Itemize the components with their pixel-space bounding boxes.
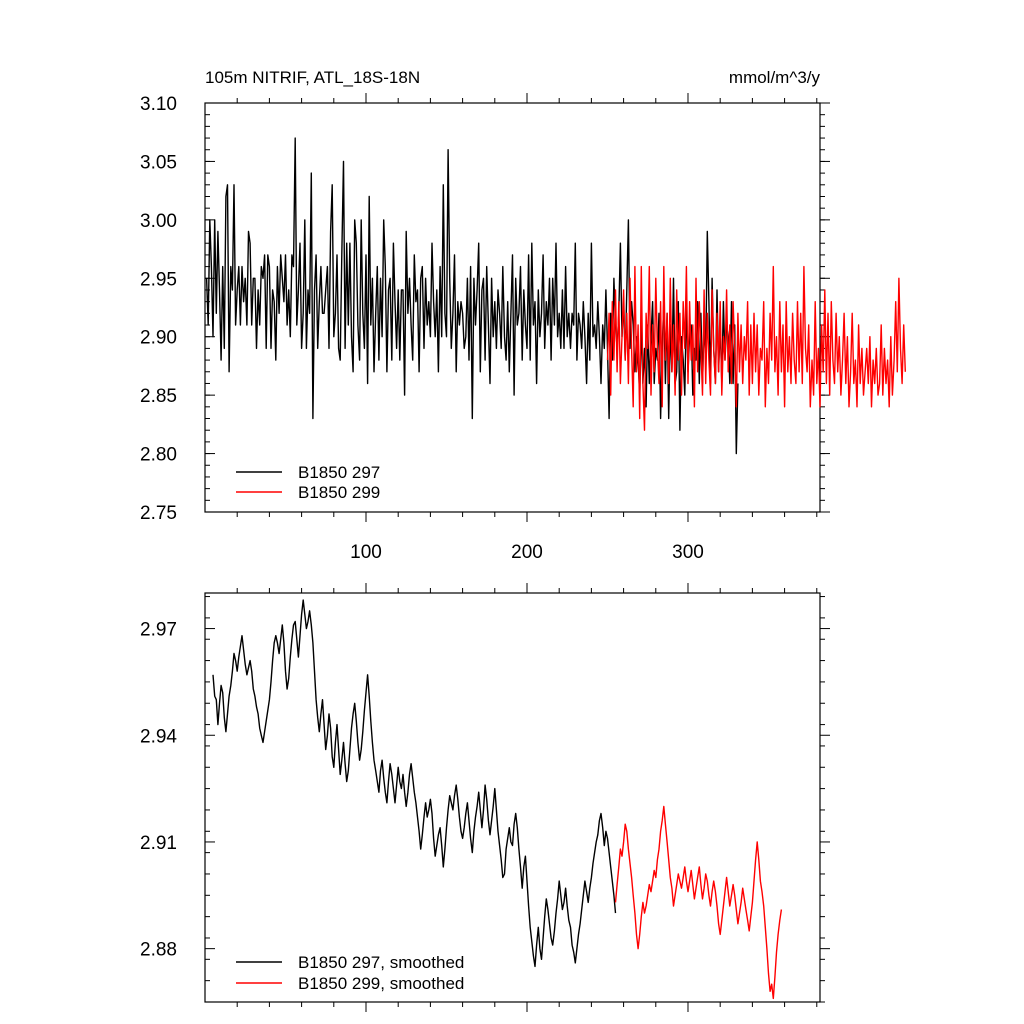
series-line-b1850-299 [606,265,906,431]
y-tick-label: 3.00 [140,211,177,232]
legend-label-b1850-299-smoothed: B1850 299, smoothed [298,974,464,993]
y-tick-label: 2.91 [140,833,177,854]
x-tick-label: 200 [511,542,543,563]
bottom-chart-panel: 2.88 2.91 2.94 2.97 B1850 297, smoothed B18… [140,583,830,1012]
y-tick-label: 3.10 [140,94,177,115]
x-tick-label: 100 [350,542,382,563]
legend-label-b1850-299: B1850 299 [298,483,380,502]
bottom-series-lines [212,599,783,1000]
y-tick-label: 2.85 [140,386,177,407]
y-tick-label: 2.95 [140,269,177,290]
bottom-plot-frame [204,592,821,1003]
y-tick-label: 2.75 [140,503,177,524]
legend-label-b1850-297-smoothed: B1850 297, smoothed [298,953,464,972]
series-line-b1850-297 [205,137,739,455]
x-tick-label: 300 [672,542,704,563]
top-chart-panel: 100 200 300 2.75 2.80 2.85 2.90 2.95 3.00 3.05 3.1… [140,68,906,563]
y-tick-label: 2.80 [140,445,177,466]
series-line-b1850-297-smoothed [212,599,617,968]
y-tick-label: 3.05 [140,152,177,173]
y-tick-label: 2.90 [140,328,177,349]
top-legend: B1850 297 B1850 299 [236,463,380,502]
top-plot-frame [204,102,821,513]
top-chart-title: 105m NITRIF, ATL_18S-18N [205,68,420,87]
y-tick-label: 2.94 [140,726,177,747]
y-tick-label: 2.88 [140,940,177,961]
top-axis-ticks: 100 200 300 2.75 2.80 2.85 2.90 2.95 3.00 3.05 3.1… [140,93,830,563]
bottom-axis-ticks: 2.88 2.91 2.94 2.97 [140,583,830,1012]
series-line-b1850-299-smoothed [614,805,783,1000]
y-tick-label: 2.97 [140,620,177,641]
bottom-legend: B1850 297, smoothed B1850 299, smoothed [236,953,464,993]
legend-label-b1850-297: B1850 297 [298,463,380,482]
top-chart-units: mmol/m^3/y [729,68,821,87]
top-series-lines [205,137,906,455]
